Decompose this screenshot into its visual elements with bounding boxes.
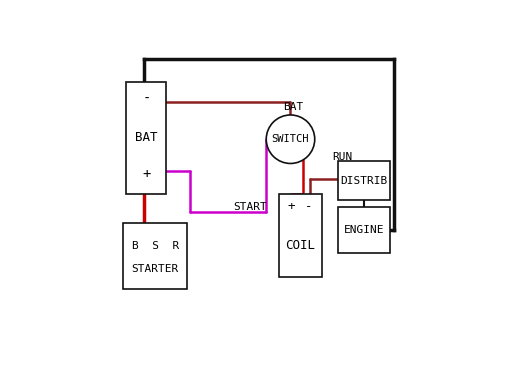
Circle shape [266, 115, 315, 164]
Bar [338, 161, 390, 200]
Text: RUN: RUN [332, 152, 353, 162]
Text: COIL: COIL [285, 239, 315, 252]
Text: B  S  R: B S R [132, 241, 179, 251]
Bar [126, 81, 166, 194]
Text: -: - [142, 91, 151, 106]
Text: BAT: BAT [283, 102, 304, 112]
Text: START: START [233, 202, 267, 212]
Text: BAT: BAT [135, 131, 158, 144]
Text: ENGINE: ENGINE [344, 225, 384, 235]
Text: SWITCH: SWITCH [272, 134, 309, 144]
Bar [338, 207, 390, 253]
Bar [123, 223, 187, 288]
Text: -: - [305, 200, 312, 213]
Text: STARTER: STARTER [132, 264, 179, 274]
Text: +: + [288, 200, 295, 213]
Text: DISTRIB: DISTRIB [340, 175, 387, 185]
Bar [279, 194, 322, 277]
Text: +: + [142, 167, 151, 181]
